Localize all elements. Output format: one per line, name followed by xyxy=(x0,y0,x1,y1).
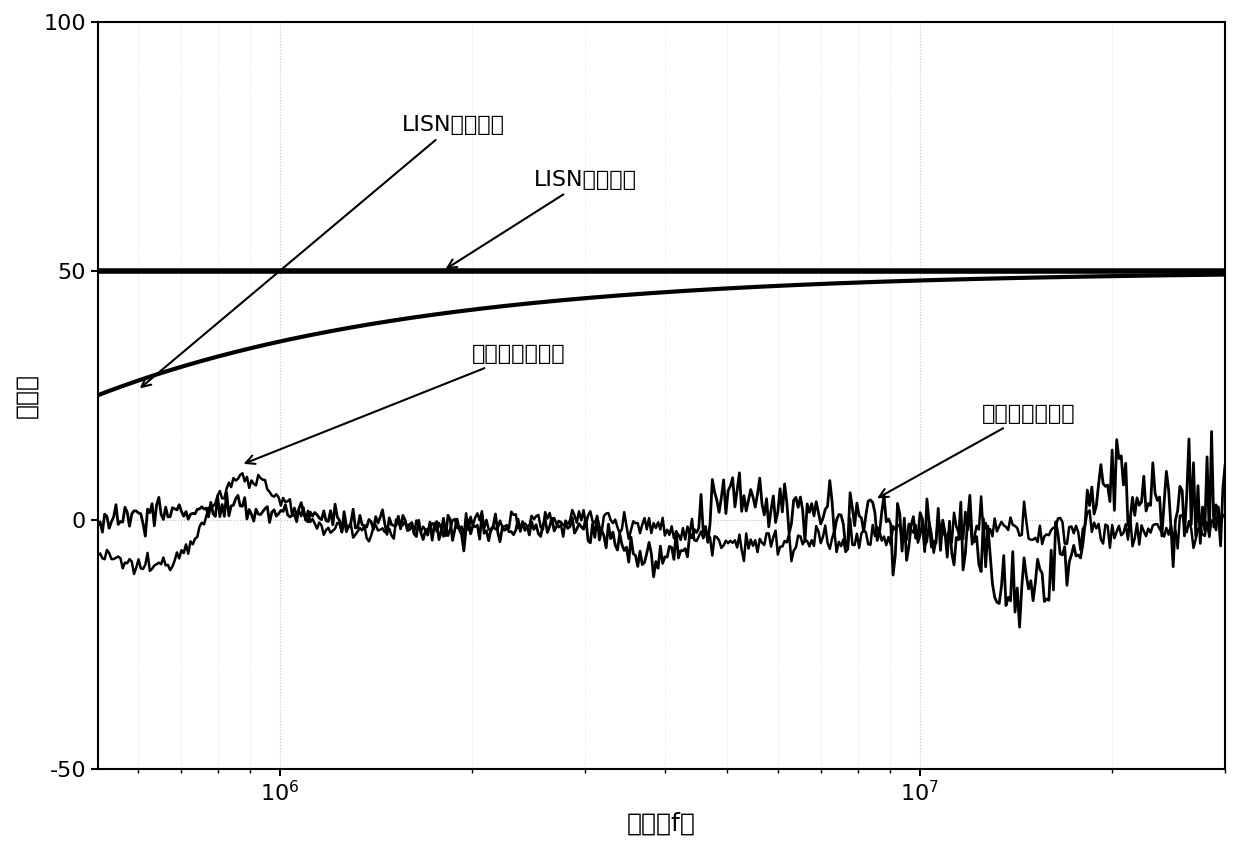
Text: LISN差模阻抗: LISN差模阻抗 xyxy=(141,115,504,387)
Text: 干扰源共模阻抗: 干扰源共模阻抗 xyxy=(878,404,1075,498)
X-axis label: 频率（f）: 频率（f） xyxy=(627,811,696,835)
Text: LISN共模阻抗: LISN共模阻抗 xyxy=(447,170,637,268)
Y-axis label: 阻抗値: 阻抗値 xyxy=(14,373,38,418)
Text: 干扰源差模阻抗: 干扰源差模阻抗 xyxy=(245,345,566,464)
